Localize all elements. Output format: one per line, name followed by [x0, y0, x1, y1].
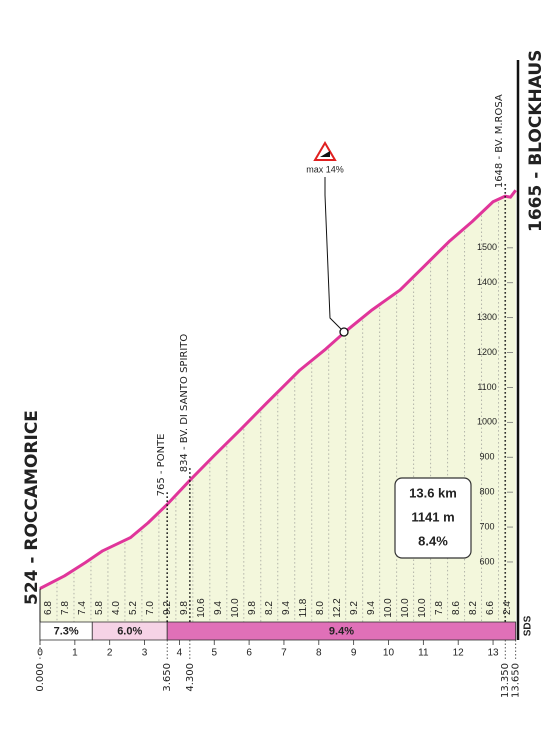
x-tick-label: 10: [383, 648, 395, 659]
gradient-label: 2.4: [502, 601, 513, 615]
x-tick-label: 8: [316, 648, 322, 659]
sector-label: 6.0%: [117, 625, 142, 637]
distance-label: 4.300: [185, 663, 196, 692]
x-tick-label: 5: [211, 648, 217, 659]
gradient-label: 10.6: [196, 598, 207, 618]
summary-box: [394, 477, 472, 559]
waypoint-label: 834 - BV. DI SANTO SPIRITO: [179, 334, 190, 473]
distance-label: 3.650: [162, 663, 173, 692]
sector-label: 9.4%: [329, 625, 354, 637]
plot: 6.8 7.8 7.4 5.8 4.0 5.2 7.0 9.2 9.8 10.6 9.4 10.0 9.…: [35, 94, 522, 698]
y-tick-label: 1500: [477, 242, 497, 252]
distance-label: 13.350: [500, 663, 511, 698]
max-icon: [313, 141, 337, 161]
y-tick-label: 700: [479, 521, 494, 531]
max-icon-slope: [320, 151, 330, 157]
y-tick-label: 600: [479, 556, 494, 566]
gradient-label: 7.0: [145, 601, 156, 615]
x-tick-label: 0: [37, 648, 43, 659]
x-tick-label: 6: [246, 648, 252, 659]
gradient-label: 10.0: [383, 598, 394, 618]
x-tick-label: 13: [487, 648, 499, 659]
gradient-label: 7.8: [434, 601, 445, 615]
gradient-label: 8.0: [315, 601, 326, 615]
gradient-label: 11.8: [298, 598, 309, 617]
x-tick-label: 3: [142, 648, 148, 659]
summary-climb: 1141 m: [411, 509, 454, 524]
y-tick-label: 1000: [477, 417, 497, 427]
gradient-label: 4.0: [111, 601, 122, 615]
gradient-label: 9.4: [213, 601, 224, 615]
gradient-label: 9.4: [366, 601, 377, 615]
max-pointer: [324, 177, 345, 333]
distance-label: 0.000: [35, 663, 46, 692]
finish-label: 1665 - BLOCKHAUS: [526, 50, 546, 232]
start-label: 524 - ROCCAMORICE: [22, 410, 42, 605]
x-tick-label: 4: [177, 648, 183, 659]
gradient-label: 9.2: [349, 601, 360, 615]
gradient-label: 8.2: [468, 601, 479, 615]
y-tick-label: 900: [479, 452, 494, 462]
sector: [166, 621, 517, 641]
sector-label: 7.3%: [54, 625, 79, 637]
x-tick-label: 7: [281, 648, 287, 659]
y-tick-label: 1300: [477, 312, 497, 322]
gradient-label: 5.8: [94, 601, 105, 615]
gradient-label: 9.8: [247, 601, 258, 615]
gradient-label: 6.8: [43, 601, 54, 615]
gradient-label: 10.0: [417, 598, 428, 618]
max-gradient: max 14%: [306, 164, 344, 174]
gradient-label: 9.4: [281, 601, 292, 615]
x-tick-label: 12: [453, 648, 465, 659]
y-tick-label: 1200: [477, 347, 497, 357]
gradient-label: 8.2: [264, 601, 275, 615]
gradient-label: 10.0: [400, 598, 411, 618]
x-tick-label: 1: [72, 648, 78, 659]
waypoint-label: 1648 - BV. M.ROSA: [494, 94, 505, 188]
gradient-label: 8.6: [451, 601, 462, 615]
gradient-label: 7.8: [60, 601, 71, 615]
y-tick-label: 800: [479, 487, 494, 497]
gradient-label: 10.0: [230, 598, 241, 618]
gradient-label: 9.2: [162, 601, 173, 615]
max-point: [339, 327, 349, 337]
profile-line: [39, 189, 517, 590]
gradient-label: 5.2: [128, 601, 139, 615]
waypoint-label: 765 - PONTE: [156, 433, 167, 496]
x-tick-label: 9: [351, 648, 357, 659]
x-tick-label: 11: [418, 648, 429, 659]
gradient-label: 6.6: [485, 601, 496, 615]
distance-label: 13.650: [511, 663, 522, 698]
y-tick-label: 1100: [477, 382, 496, 392]
x-tick-label: 2: [107, 648, 113, 659]
gradient-label: 12.2: [332, 598, 343, 618]
logo: SDS: [523, 615, 534, 636]
summary-distance: 13.6 km: [409, 485, 457, 500]
summary-gradient: 8.4%: [418, 533, 448, 548]
gradient-label: 7.4: [77, 601, 88, 615]
y-tick-label: 1400: [477, 277, 497, 287]
gradient-label: 9.8: [179, 601, 190, 615]
